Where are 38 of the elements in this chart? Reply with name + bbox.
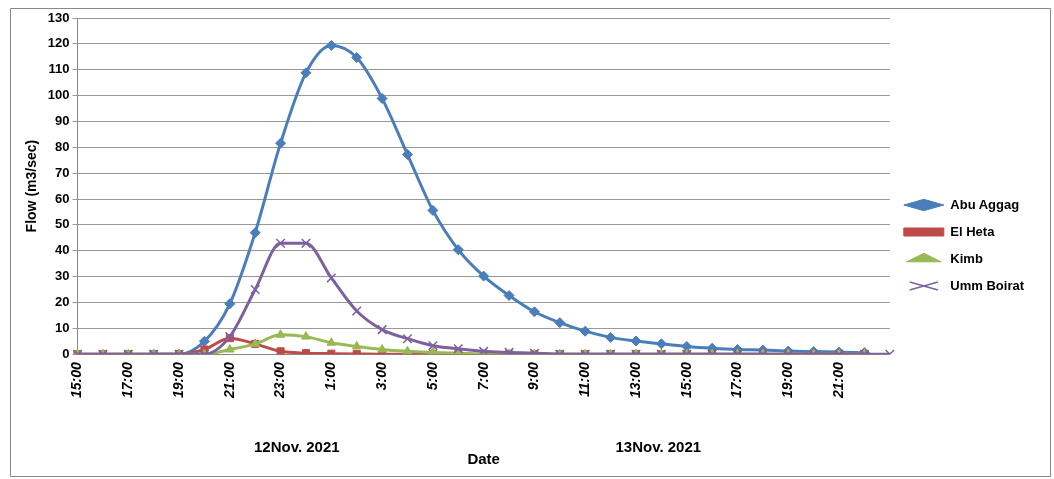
y-tick-label: 60 bbox=[55, 190, 70, 206]
y-axis-title: Flow (m3/sec) bbox=[23, 139, 40, 233]
x-tick-label: 15:00 bbox=[677, 361, 694, 399]
y-tick-label: 40 bbox=[55, 242, 70, 258]
x-tick-label: 7:00 bbox=[474, 361, 491, 391]
legend-label: Umm Boirat bbox=[950, 277, 1025, 293]
x-tick-label: 13:00 bbox=[626, 361, 643, 399]
legend-label: Abu Aggag bbox=[950, 196, 1020, 212]
y-tick-label: 110 bbox=[48, 61, 70, 77]
y-tick-label: 80 bbox=[55, 138, 70, 154]
x-tick-label: 21:00 bbox=[220, 361, 237, 400]
x-tick-label: 15:00 bbox=[68, 361, 85, 399]
x-tick-label: 19:00 bbox=[779, 361, 796, 399]
y-tick-label: 90 bbox=[55, 113, 70, 129]
legend-label: Kimb bbox=[950, 250, 983, 266]
y-tick-label: 130 bbox=[47, 9, 70, 25]
x-tick-label: 17:00 bbox=[119, 361, 136, 399]
y-tick-label: 0 bbox=[62, 345, 70, 361]
x-tick-label: 3:00 bbox=[372, 361, 389, 391]
x-tick-label: 11:00 bbox=[576, 361, 593, 397]
y-tick-label: 20 bbox=[55, 294, 70, 310]
x-tick-label: 17:00 bbox=[728, 361, 745, 399]
x-axis-title: Date bbox=[467, 450, 500, 468]
x-tick-label: 9:00 bbox=[525, 361, 542, 391]
x-tick-label: 5:00 bbox=[423, 361, 440, 391]
x-tick-label: 19:00 bbox=[169, 361, 186, 399]
y-tick-label: 10 bbox=[55, 319, 70, 335]
y-tick-label: 100 bbox=[47, 87, 70, 103]
x-tick-label: 1:00 bbox=[322, 361, 339, 391]
x-tick-label: 21:00 bbox=[829, 361, 846, 400]
text: 12Nov. 2021 bbox=[254, 438, 340, 456]
y-tick-label: 120 bbox=[47, 35, 70, 51]
y-tick-label: 70 bbox=[55, 164, 70, 180]
y-tick-label: 30 bbox=[55, 268, 70, 284]
legend-label: El Heta bbox=[950, 223, 996, 239]
y-tick-label: 50 bbox=[55, 216, 70, 232]
text: 13Nov. 2021 bbox=[615, 438, 702, 456]
x-tick-label: 23:00 bbox=[271, 361, 288, 400]
